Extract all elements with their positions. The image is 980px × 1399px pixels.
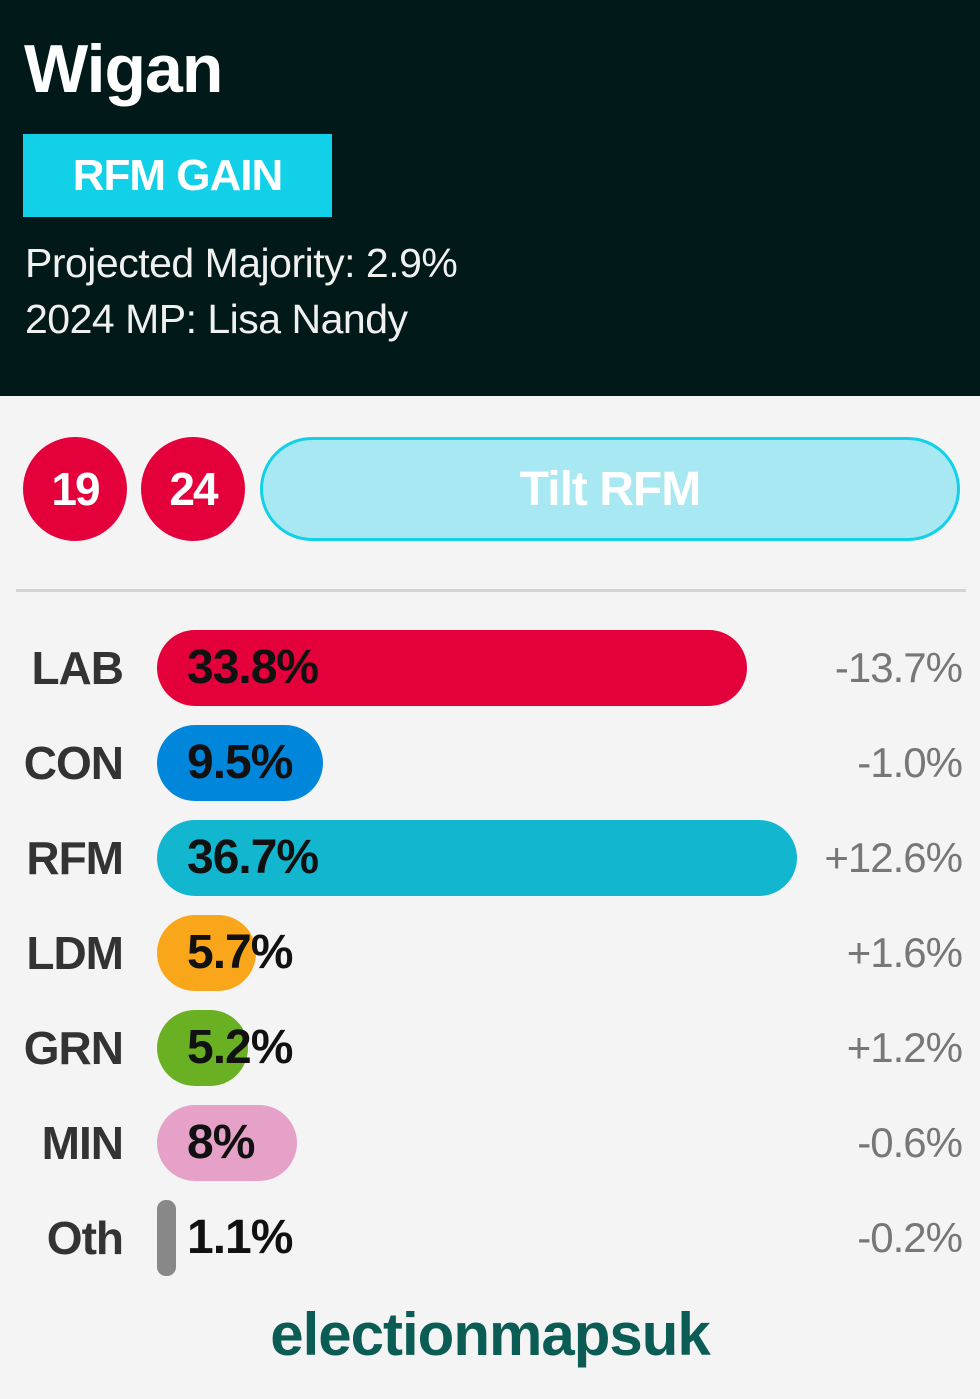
vote-share-bar (157, 820, 798, 896)
vote-change: -1.0% (857, 739, 963, 786)
result-badge: RFM GAIN (23, 134, 332, 217)
vote-share-bar (157, 915, 257, 991)
result-row-grn: GRN 5.2% +1.2% (0, 1010, 980, 1086)
vote-change: +12.6% (824, 834, 963, 881)
result-row-con: CON 9.5% -1.0% (0, 725, 980, 801)
previous-mp: 2024 MP: Lisa Nandy (25, 296, 408, 342)
vote-share-label: 9.5% (187, 736, 293, 789)
vote-change: -0.6% (857, 1119, 963, 1166)
vote-share-label: 36.7% (187, 831, 319, 884)
tilt-button[interactable]: Tilt RFM (260, 437, 960, 541)
result-row-min: MIN 8% -0.6% (0, 1105, 980, 1181)
vote-change: +1.2% (846, 1024, 963, 1071)
constituency-header: Wigan RFM GAIN Projected Majority: 2.9% … (0, 0, 980, 396)
party-name: MIN (41, 1117, 124, 1169)
logo: electionmapsuk (270, 1301, 711, 1368)
constituency-title: Wigan (24, 31, 223, 107)
party-name: Oth (46, 1212, 124, 1264)
year-2019-button[interactable]: 19 (23, 437, 127, 541)
vote-share-label: 1.1% (187, 1211, 293, 1264)
vote-share-bar (157, 630, 747, 706)
vote-change: -0.2% (857, 1214, 963, 1261)
party-name: LDM (26, 927, 124, 979)
party-name: CON (23, 737, 124, 789)
vote-share-label: 5.7% (187, 926, 293, 979)
divider (16, 589, 966, 592)
vote-share-label: 5.2% (187, 1021, 293, 1074)
vote-share-bar (157, 725, 323, 801)
vote-share-bar (157, 1105, 297, 1181)
projected-majority: Projected Majority: 2.9% (25, 240, 458, 286)
vote-share-label: 8% (187, 1116, 255, 1169)
result-row-lab: LAB 33.8% -13.7% (0, 630, 980, 706)
year-2024-button[interactable]: 24 (141, 437, 245, 541)
party-name: LAB (31, 642, 124, 694)
party-name: GRN (23, 1022, 124, 1074)
vote-share-bar (157, 1010, 248, 1086)
result-row-rfm: RFM 36.7% +12.6% (0, 820, 980, 896)
vote-change: +1.6% (846, 929, 963, 976)
party-name: RFM (26, 832, 124, 884)
result-row-oth: Oth 1.1% -0.2% (0, 1200, 980, 1276)
vote-share-label: 33.8% (187, 641, 319, 694)
vote-share-bar (157, 1200, 177, 1276)
vote-change: -13.7% (834, 644, 963, 691)
result-row-ldm: LDM 5.7% +1.6% (0, 915, 980, 991)
